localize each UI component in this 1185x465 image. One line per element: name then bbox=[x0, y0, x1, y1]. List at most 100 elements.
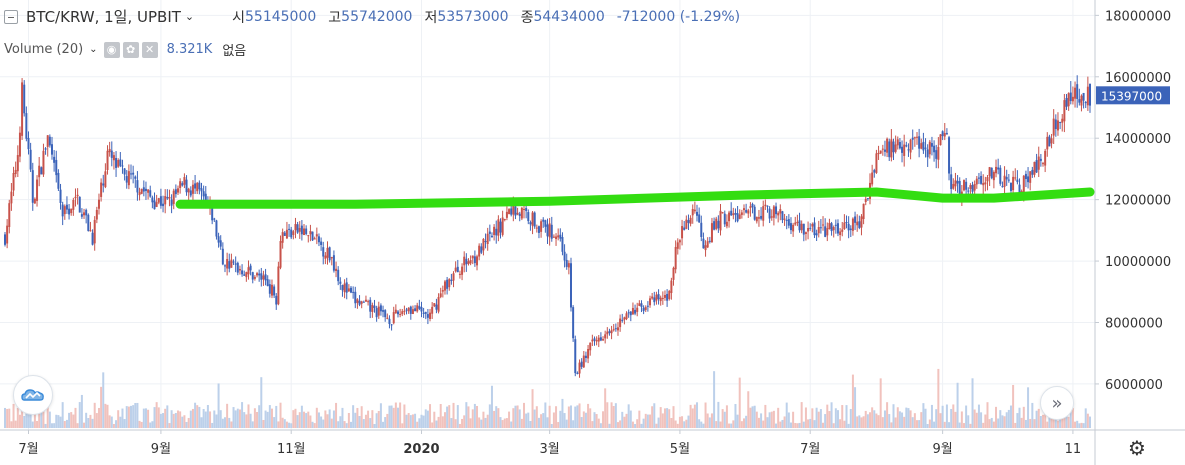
volume-bar bbox=[450, 418, 453, 428]
volume-bar bbox=[512, 408, 515, 428]
eye-icon[interactable]: ◉ bbox=[103, 41, 120, 58]
volume-bar bbox=[706, 413, 709, 428]
gear-icon[interactable]: ⚙ bbox=[1128, 436, 1146, 460]
candle-body bbox=[275, 295, 278, 305]
volume-bar bbox=[467, 406, 470, 428]
volume-bar bbox=[1007, 409, 1010, 428]
volume-bar bbox=[1009, 405, 1012, 428]
time-tick-label: 2020 bbox=[403, 442, 439, 457]
volume-bar bbox=[463, 415, 466, 428]
candle-body bbox=[493, 226, 496, 236]
volume-bar bbox=[736, 414, 739, 428]
candle-body bbox=[1020, 191, 1023, 193]
volume-bar bbox=[638, 410, 641, 428]
volume-bar bbox=[27, 412, 30, 428]
candle-body bbox=[390, 324, 393, 326]
candle-body bbox=[836, 223, 839, 234]
high-value: 55742000 bbox=[341, 8, 413, 25]
volume-bar bbox=[604, 388, 607, 428]
volume-bar bbox=[815, 407, 818, 428]
volume-bar bbox=[234, 410, 237, 428]
volume-bar bbox=[275, 405, 278, 428]
candle-body bbox=[42, 150, 45, 175]
candle-body bbox=[55, 159, 58, 176]
candle-body bbox=[666, 293, 669, 301]
volume-bar bbox=[170, 410, 173, 428]
candle-body bbox=[685, 219, 688, 229]
volume-bar bbox=[747, 391, 750, 428]
volume-bar bbox=[708, 417, 711, 428]
volume-bar bbox=[653, 403, 656, 428]
volume-bar bbox=[478, 417, 481, 428]
candle-body bbox=[576, 372, 579, 374]
time-tick-label: 11월 bbox=[277, 442, 306, 457]
candle-body bbox=[117, 159, 120, 167]
candle-body bbox=[1005, 176, 1008, 180]
candle-body bbox=[676, 242, 679, 249]
volume-bar bbox=[1027, 387, 1030, 428]
close-icon[interactable]: ✕ bbox=[141, 41, 158, 58]
collapse-legend-button[interactable] bbox=[4, 9, 18, 24]
candle-body bbox=[589, 342, 592, 351]
candle-body bbox=[1022, 175, 1025, 194]
volume-bar bbox=[236, 408, 239, 428]
volume-bar bbox=[1020, 417, 1023, 428]
candle-body bbox=[657, 294, 660, 300]
volume-bar bbox=[1089, 416, 1091, 428]
scroll-to-realtime-button[interactable]: » bbox=[1040, 386, 1074, 420]
volume-bar bbox=[328, 409, 331, 428]
candle-body bbox=[230, 259, 233, 268]
candle-body bbox=[950, 174, 953, 190]
volume-bar bbox=[44, 423, 47, 428]
volume-bar bbox=[29, 411, 32, 428]
candle-body bbox=[640, 303, 643, 307]
volume-bar bbox=[149, 422, 152, 428]
volume-bar bbox=[742, 418, 745, 428]
volume-bar bbox=[164, 408, 167, 428]
candle-body bbox=[162, 203, 165, 207]
candle-body bbox=[110, 150, 113, 158]
candle-body bbox=[486, 233, 489, 245]
volume-indicator-label[interactable]: Volume (20) bbox=[4, 42, 84, 57]
candle-body bbox=[1084, 101, 1087, 104]
volume-bar bbox=[326, 414, 329, 428]
volume-bar bbox=[826, 404, 829, 428]
candle-body bbox=[1059, 122, 1062, 124]
volume-bar bbox=[10, 421, 13, 428]
candle-body bbox=[134, 176, 137, 179]
chevron-down-icon[interactable]: ⌄ bbox=[184, 10, 195, 23]
candle-body bbox=[1035, 160, 1038, 173]
candle-body bbox=[883, 149, 886, 152]
candle-body bbox=[185, 179, 188, 193]
volume-bar bbox=[490, 385, 493, 428]
candle-body bbox=[403, 310, 406, 312]
candle-body bbox=[565, 259, 568, 267]
candle-body bbox=[305, 228, 308, 235]
candle-body bbox=[435, 304, 438, 310]
time-tick-label: 9월 bbox=[151, 442, 171, 457]
candle-body bbox=[723, 213, 726, 225]
close-value: 54434000 bbox=[533, 8, 605, 25]
volume-bar bbox=[1067, 416, 1070, 428]
candle-body bbox=[350, 287, 353, 293]
volume-bar bbox=[986, 402, 989, 428]
candle-body bbox=[119, 159, 122, 166]
chevron-down-icon[interactable]: ⌄ bbox=[89, 44, 98, 55]
gear-icon[interactable]: ✿ bbox=[122, 41, 139, 58]
volume-bar bbox=[482, 411, 485, 428]
candle-body bbox=[871, 172, 874, 185]
candle-body bbox=[294, 223, 297, 231]
candle-body bbox=[433, 303, 436, 307]
symbol-title[interactable]: BTC/KRW, 1일, UPBIT bbox=[26, 8, 181, 26]
candle-body bbox=[986, 177, 989, 182]
volume-bar bbox=[21, 409, 24, 428]
candle-body bbox=[1024, 173, 1027, 180]
volume-bar bbox=[219, 410, 222, 428]
candle-body bbox=[898, 142, 901, 149]
volume-bar bbox=[130, 405, 133, 428]
volume-bar bbox=[634, 423, 637, 428]
tradingview-logo-button[interactable] bbox=[13, 375, 53, 415]
volume-bar bbox=[422, 415, 425, 428]
